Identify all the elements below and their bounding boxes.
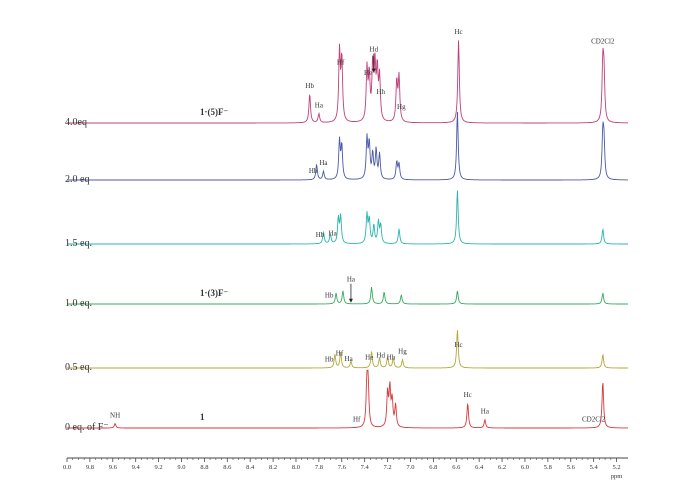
series-label: 1.0 eq. [65,298,92,309]
x-axis: 0.0 9.8 9.6 9.4 9.2 9.0 8.8 8.6 8.4 8.2 8.0 7.8 7.6 7… [63,457,628,480]
peak-label: Hg [398,348,407,356]
peak-label: Hh [387,354,396,362]
peak-label: Hc [464,391,472,399]
peak-label: Ha [345,355,354,363]
peak-label: Ha [481,408,490,416]
x-tick-label: 7.0 [406,464,414,471]
peak-arrowhead [348,298,353,303]
x-tick-label: 6.8 [429,464,437,471]
x-tick-label: 6.0 [521,464,529,471]
peak-label: Hb [309,167,318,175]
peak-label: Ha [329,230,338,238]
peak-label: CD2Cl2 [591,38,615,46]
peak-label: Hc [454,28,462,36]
peak-label: NH [110,412,120,420]
peak-label: Hf [353,415,361,423]
x-tick-label: 6.6 [452,464,461,471]
peak-label: Ha [347,276,356,284]
series-label: 0.5 eq. [65,362,92,373]
peak-label: Hb [316,231,325,239]
x-tick-label: 5.2 [612,464,620,471]
spectrum-line [67,111,628,181]
x-tick-label: 8.0 [292,464,300,471]
species-label: 1·(5)F⁻ [200,107,228,117]
x-tick-label: 9.2 [155,464,163,471]
peak-label: Hb [325,356,334,364]
peak-label: He [364,69,372,77]
spectrum-line [67,40,629,124]
peak-label: Hd [376,352,385,360]
series-label: 4.0eq [65,117,87,128]
x-tick-label: 9.4 [132,464,141,471]
peak-arrowhead [371,68,376,73]
peak-label: Hh [376,88,385,96]
spectrum-4eq: 4.0eq 1·(5)F⁻ Hb Ha Hf He Hd Hh Hg Hc CD2Cl2 [65,28,629,128]
species-label: 1 [200,412,205,422]
peak-label: Ha [315,101,324,109]
x-tick-label: 6.2 [498,464,506,471]
peak-label: Hb [325,292,334,300]
peak-label: He [365,354,373,362]
x-tick-label: 6.4 [475,464,484,471]
peak-label: Hd [370,46,379,54]
peak-label: Hf [336,349,344,357]
series-label: 1.5 eq. [65,238,92,249]
peak-label: Hb [305,82,314,90]
x-tick-label: 8.6 [223,464,232,471]
x-axis-label: ppm [611,473,623,480]
x-tick-label: 5.6 [567,464,576,471]
spectrum-line [67,190,628,245]
peak-label: Ha [319,159,328,167]
x-tick-label: 9.8 [86,464,94,471]
x-tick-label: 0.0 [63,464,71,471]
series-label: 2.0 eq [65,174,89,185]
x-tick-label: 9.0 [177,464,185,471]
spectrum-line [67,287,628,305]
series-label: 0 eq. of F⁻ [65,422,109,433]
spectrum-0eq: 0 eq. of F⁻ 1 NH Hf Hc Ha CD2Cl2 [65,369,628,433]
x-tick-label: 5.8 [544,464,552,471]
spectrum-1-5eq: 1.5 eq. Hb Ha [65,190,628,249]
spectrum-line [67,369,628,429]
peak-label: Hc [454,341,462,349]
species-label: 1·(3)F⁻ [200,288,228,298]
peak-label: Hf [337,59,345,67]
x-tick-label: 8.8 [200,464,208,471]
peak-label: CD2Cl2 [582,416,606,424]
x-tick-label: 7.4 [361,464,370,471]
spectrum-1eq: 1.0 eq. 1·(3)F⁻ Hb Ha [65,276,628,309]
x-tick-label: 8.4 [246,464,255,471]
x-tick-label: 9.6 [109,464,118,471]
peak-label: Hg [397,103,406,111]
x-tick-label: 8.2 [269,464,277,471]
x-tick-label: 7.6 [338,464,347,471]
x-tick-label: 7.8 [315,464,323,471]
spectrum-line [67,330,628,369]
x-tick-label: 7.2 [384,464,392,471]
x-tick-label: 5.4 [590,464,599,471]
